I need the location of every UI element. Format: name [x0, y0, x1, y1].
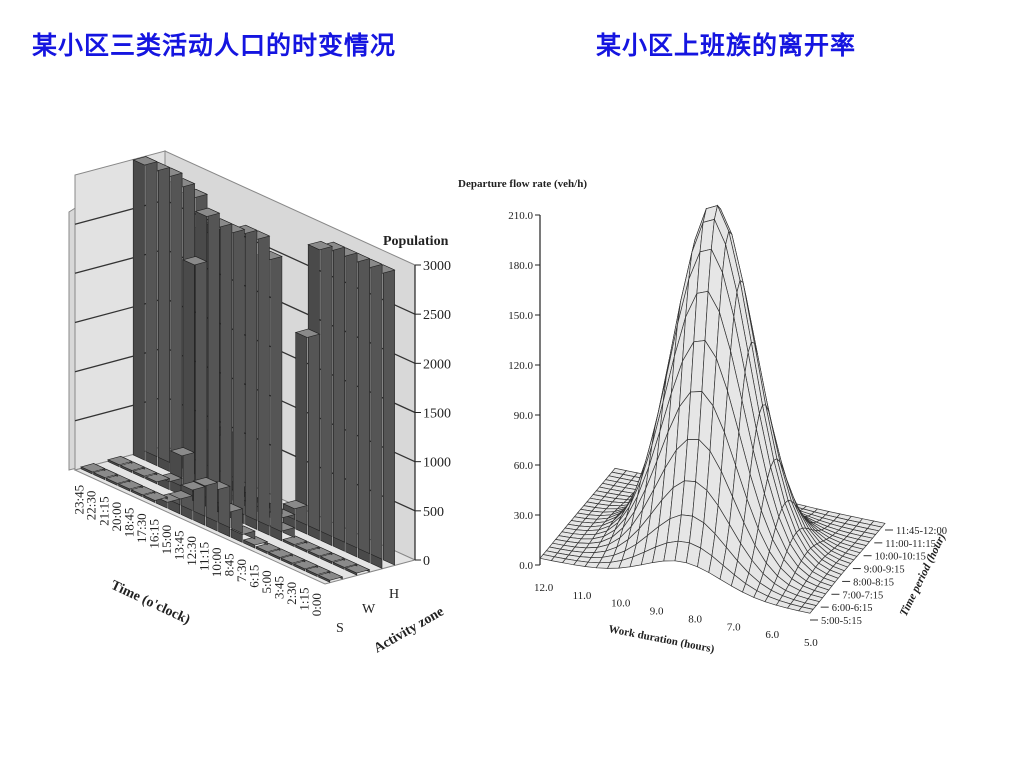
bar-front — [130, 489, 143, 498]
time-tick-label: 16:15 — [146, 519, 161, 549]
left-z-tick-label: 2000 — [423, 357, 451, 372]
left-z-tick-label: 3000 — [423, 259, 451, 274]
time-period-tick-label: 5:00-5:15 — [821, 616, 862, 627]
left-z-axis-title: Population — [383, 234, 449, 249]
bar-front — [145, 476, 158, 485]
work-duration-tick-label: 7.0 — [727, 621, 741, 633]
work-duration-tick-label: 12.0 — [534, 582, 554, 594]
bar-front — [332, 561, 345, 570]
bar-front — [305, 569, 318, 578]
time-tick-label: 17:30 — [134, 513, 149, 543]
time-period-tick-label: 10:00-10:15 — [875, 552, 926, 563]
right-z-tick-label: 60.0 — [514, 460, 534, 472]
time-tick-label: 15:00 — [159, 525, 174, 555]
time-tick-label: 6:15 — [246, 565, 261, 588]
bar-front — [132, 159, 145, 461]
bar-front — [282, 539, 295, 548]
time-period-tick-label: 11:45-12:00 — [896, 526, 947, 537]
time-period-tick-label: 6:00-6:15 — [832, 603, 873, 614]
series-w — [107, 207, 371, 576]
right-z-tick-label: 210.0 — [508, 210, 533, 222]
time-tick-label: 1:15 — [296, 588, 311, 611]
bar-front — [307, 550, 320, 559]
bar-front — [345, 567, 358, 576]
bar-front — [118, 483, 131, 492]
time-tick-label: 0:00 — [309, 593, 324, 616]
time-period-tick-label: 11:00-11:15 — [885, 539, 936, 550]
left-chart-title: 某小区三类活动人口的时变情况 — [32, 31, 397, 60]
left-z-tick-label: 500 — [423, 505, 444, 520]
work-duration-tick-label: 9.0 — [650, 606, 664, 618]
time-tick-label: 10:00 — [209, 548, 224, 578]
bar-front — [318, 574, 331, 583]
bar-front — [243, 539, 256, 549]
time-tick-label: 3:45 — [271, 576, 286, 599]
time-tick-label: 23:45 — [71, 485, 86, 515]
left-z-tick-label: 2500 — [423, 308, 451, 323]
time-tick-label: 8:45 — [221, 553, 236, 576]
bar-front — [107, 459, 120, 468]
bar-front — [230, 528, 243, 543]
time-tick-label: 7:30 — [234, 559, 249, 582]
work-duration-tick-label: 6.0 — [765, 629, 779, 641]
time-tick-label: 22:30 — [84, 491, 99, 521]
right-z-axis-title: Departure flow rate (veh/h) — [458, 178, 587, 190]
right-x-axis-title: Work duration (hours) — [607, 623, 715, 655]
bar-front — [320, 556, 333, 565]
time-period-tick-label: 8:00-8:15 — [853, 577, 894, 588]
left-z-tick-label: 1000 — [423, 456, 451, 471]
bar-front — [295, 544, 308, 553]
right-z-tick-label: 180.0 — [508, 260, 533, 272]
bar-front — [295, 331, 308, 535]
bar-front — [268, 551, 281, 560]
bar-front — [105, 477, 118, 486]
time-tick-label: 2:30 — [284, 582, 299, 605]
bar-front — [280, 557, 293, 566]
right-z-tick-label: 30.0 — [514, 510, 534, 522]
left-z-tick-label: 0 — [423, 554, 430, 569]
bar-front — [93, 472, 106, 481]
right-z-tick-label: 90.0 — [514, 410, 534, 422]
left-z-tick-label: 1500 — [423, 407, 451, 422]
bar-front — [255, 546, 268, 555]
time-period-tick-label: 7:00-7:15 — [842, 590, 883, 601]
time-period-tick-label: 9:00-9:15 — [864, 565, 905, 576]
right-z-tick-label: 120.0 — [508, 360, 533, 372]
work-duration-tick-label: 5.0 — [804, 637, 818, 649]
bar-front — [143, 494, 156, 503]
bar-front — [80, 466, 93, 475]
work-duration-tick-label: 10.0 — [611, 598, 631, 610]
time-tick-label: 21:15 — [96, 496, 111, 526]
right-chart-title: 某小区上班族的离开率 — [596, 31, 857, 60]
bar-front — [293, 563, 306, 572]
bar-front — [132, 470, 145, 479]
time-tick-label: 18:45 — [121, 508, 136, 538]
zone-label: H — [389, 587, 399, 602]
time-tick-label: 11:15 — [196, 542, 211, 571]
surface-cell — [798, 606, 814, 614]
time-tick-label: 5:00 — [259, 570, 274, 593]
work-duration-tick-label: 8.0 — [688, 613, 702, 625]
time-tick-label: 12:30 — [184, 536, 199, 566]
right-z-tick-label: 150.0 — [508, 310, 533, 322]
work-duration-tick-label: 11.0 — [573, 590, 592, 602]
time-tick-label: 13:45 — [171, 531, 186, 561]
zone-label: W — [362, 602, 376, 617]
time-tick-label: 20:00 — [109, 502, 124, 532]
series-s — [80, 463, 344, 583]
zone-label: S — [336, 621, 344, 636]
surface-mesh — [539, 204, 886, 614]
bar-front — [120, 464, 133, 473]
right-z-tick-label: 0.0 — [519, 560, 533, 572]
